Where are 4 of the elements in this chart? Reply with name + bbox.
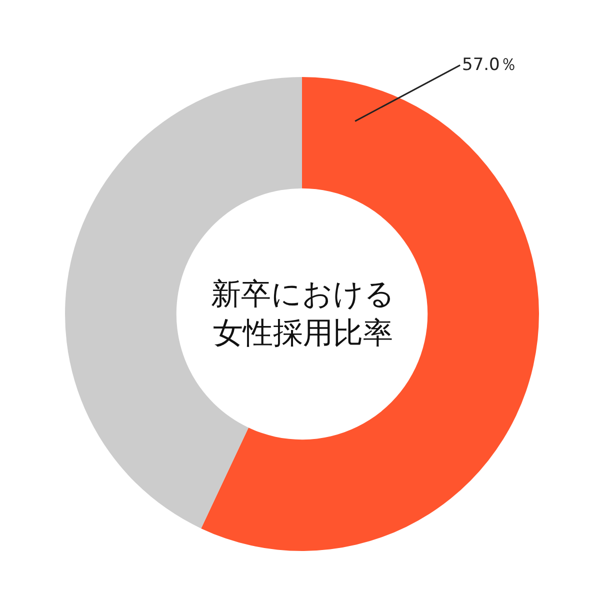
- donut-slice: [65, 77, 302, 528]
- data-label: 57.0％: [462, 55, 517, 75]
- text: 新卒における女性採用比率: [211, 277, 395, 351]
- donut-slice: [201, 77, 539, 551]
